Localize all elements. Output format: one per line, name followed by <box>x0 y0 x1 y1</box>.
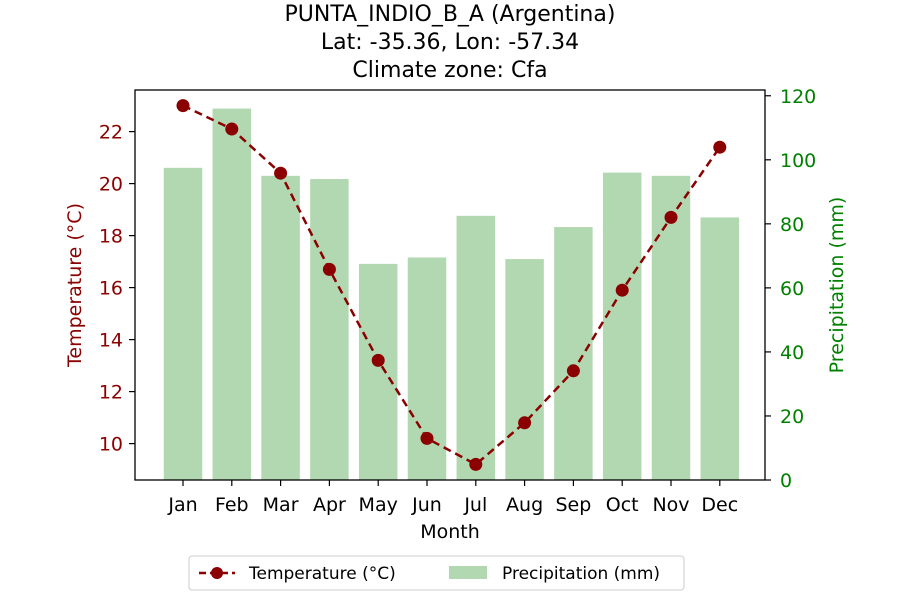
y-right-tick-label: 100 <box>780 150 816 172</box>
temperature-line <box>176 99 727 471</box>
y-left-tick-label: 16 <box>99 278 123 300</box>
legend-precipitation-label: Precipitation (mm) <box>502 564 660 584</box>
y-right-tick-label: 120 <box>780 86 816 108</box>
precipitation-bar-apr <box>310 179 349 481</box>
temperature-point-dec <box>713 140 727 154</box>
y-right-axis-label: Precipitation (mm) <box>826 197 848 374</box>
title-line-2: Lat: -35.36, Lon: -57.34 <box>321 30 579 55</box>
y-right-tick-label: 60 <box>780 278 804 300</box>
x-tick-label: Mar <box>263 494 299 516</box>
precipitation-bar-jul <box>456 215 496 480</box>
precipitation-bar-sep <box>554 227 593 480</box>
x-tick-label: Dec <box>701 494 738 516</box>
y-left-tick-label: 18 <box>99 226 123 248</box>
x-tick-label: Apr <box>313 494 346 516</box>
x-tick-label: Jul <box>463 494 487 516</box>
temperature-point-nov <box>664 210 678 224</box>
y-right-tick-label: 40 <box>780 342 804 364</box>
x-axis: Jan Feb Mar Apr May Jun Jul Aug Sep Oct Nov Dec <box>167 480 738 516</box>
precipitation-bar-jan <box>163 167 203 481</box>
y-left-axis-label: Temperature (°C) <box>64 203 86 368</box>
title-line-3: Climate zone: Cfa <box>352 58 547 83</box>
temperature-point-jul <box>469 457 483 471</box>
precipitation-bar-aug <box>505 259 544 480</box>
temperature-point-aug <box>518 416 532 430</box>
x-tick-label: Jan <box>167 494 197 516</box>
x-tick-label: Jun <box>411 494 442 516</box>
x-tick-label: Feb <box>215 494 249 516</box>
x-tick-label: May <box>359 494 398 516</box>
temperature-point-feb <box>225 122 239 136</box>
x-tick-label: Aug <box>506 494 543 516</box>
y-right-tick-label: 80 <box>780 214 804 236</box>
precipitation-bars <box>163 108 740 481</box>
precipitation-bar-may <box>358 263 398 480</box>
precipitation-bar-feb <box>212 108 252 481</box>
temperature-point-jan <box>176 99 190 113</box>
title-line-1: PUNTA_INDIO_B_A (Argentina) <box>285 2 616 27</box>
x-tick-label: Nov <box>652 494 689 516</box>
plot-frame <box>134 89 766 481</box>
x-axis-label: Month <box>420 521 480 543</box>
y-left-tick-label: 22 <box>99 122 123 144</box>
y-right-tick-label: 0 <box>780 470 792 492</box>
y-axis-left: 10 12 14 16 18 20 22 <box>99 122 135 456</box>
x-tick-label: Oct <box>606 494 639 516</box>
precipitation-bar-nov <box>651 175 691 480</box>
y-left-tick-label: 10 <box>99 434 123 456</box>
legend-temperature-label: Temperature (°C) <box>248 564 396 584</box>
legend-box <box>188 555 685 591</box>
temperature-point-may <box>371 353 385 367</box>
precipitation-bar-mar <box>261 175 300 480</box>
temperature-point-oct <box>615 283 629 297</box>
y-right-tick-label: 20 <box>780 406 804 428</box>
x-tick-label: Sep <box>555 494 591 516</box>
y-left-tick-label: 14 <box>99 330 123 352</box>
temperature-point-jun <box>420 431 434 445</box>
y-axis-right: 0 20 40 60 80 100 120 <box>765 86 816 492</box>
chart-title: PUNTA_INDIO_B_A (Argentina) Lat: -35.36,… <box>285 2 616 83</box>
precipitation-bar-jun <box>407 257 447 480</box>
y-left-tick-label: 20 <box>99 174 123 196</box>
legend-precipitation-swatch-icon <box>449 566 487 579</box>
temperature-point-mar <box>274 166 288 180</box>
precipitation-bar-dec <box>700 217 740 481</box>
y-left-tick-label: 12 <box>99 382 123 404</box>
temperature-series-line <box>182 104 721 466</box>
precipitation-bar-oct <box>602 172 642 480</box>
legend: Temperature (°C) Precipitation (mm) <box>188 555 685 591</box>
temperature-point-apr <box>322 262 336 276</box>
legend-temperature-marker-icon <box>211 567 223 579</box>
temperature-point-sep <box>566 364 580 378</box>
